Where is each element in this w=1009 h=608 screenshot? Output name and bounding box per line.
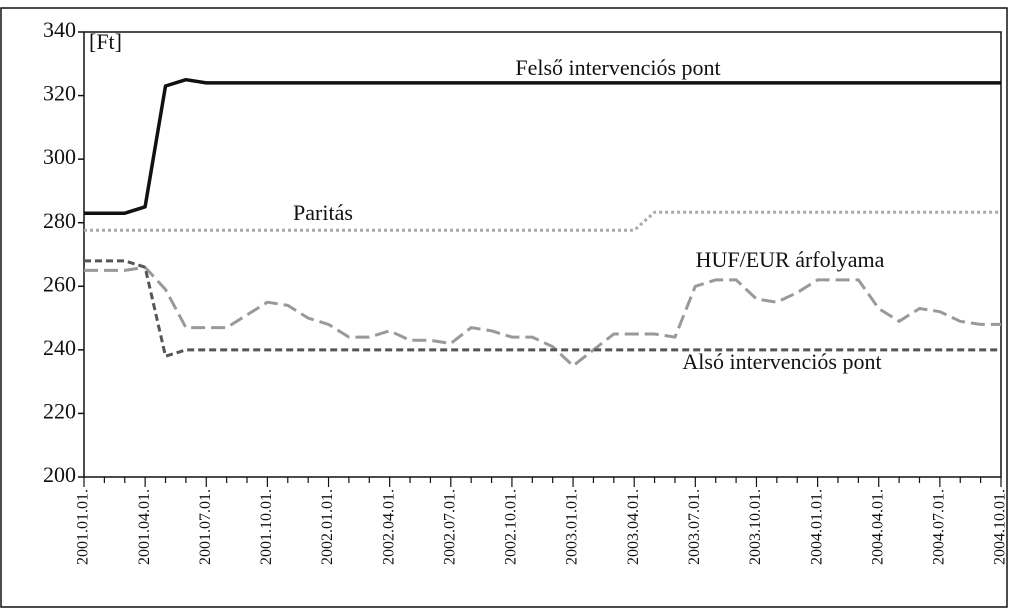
x-tick-label: 2002.10.01.	[503, 489, 520, 565]
x-tick-label: 2004.01.01.	[808, 489, 825, 565]
x-tick-label: 2004.07.01.	[931, 489, 948, 565]
x-tick-label: 2003.01.01.	[564, 489, 581, 565]
y-tick-label: 220	[43, 398, 76, 423]
y-tick-label: 240	[43, 335, 76, 360]
x-tick-label: 2002.04.01.	[380, 489, 397, 565]
y-tick-label: 340	[43, 17, 76, 42]
unit-label-bg	[86, 34, 142, 56]
x-tick-label: 2002.07.01.	[441, 489, 458, 565]
plot-frame	[83, 31, 1002, 478]
y-tick-label: 320	[43, 81, 76, 106]
x-tick-label: 2001.04.01.	[136, 489, 153, 565]
x-tick-label: 2003.04.01.	[625, 489, 642, 565]
series-line	[84, 259, 1001, 358]
series-line	[84, 77, 1001, 215]
series-label: HUF/EUR árfolyama	[696, 247, 885, 272]
y-tick-label: 260	[43, 271, 76, 296]
x-tick-label: 2002.01.01.	[319, 489, 336, 565]
series-line	[84, 265, 1001, 368]
x-tick-label: 2004.04.01.	[869, 489, 886, 565]
x-tick-label: 2001.10.01.	[258, 489, 275, 565]
series-label: Alsó intervenciós pont	[682, 349, 881, 374]
series-label: Paritás	[293, 200, 353, 225]
x-tick-label: 2003.10.01.	[747, 489, 764, 565]
x-tick-label: 2004.10.01.	[992, 489, 1009, 565]
x-tick-label: 2001.07.01.	[197, 489, 214, 565]
y-tick-label: 280	[43, 208, 76, 233]
x-tick-label: 2003.07.01.	[686, 489, 703, 565]
series-label: Felső intervenciós pont	[515, 55, 720, 80]
y-unit-label: [Ft]	[89, 29, 122, 54]
y-tick-label: 200	[43, 462, 76, 487]
y-tick-label: 300	[43, 144, 76, 169]
x-tick-label: 2001.01.01.	[75, 489, 92, 565]
outer-frame	[0, 7, 1008, 608]
series-line	[84, 210, 1001, 232]
